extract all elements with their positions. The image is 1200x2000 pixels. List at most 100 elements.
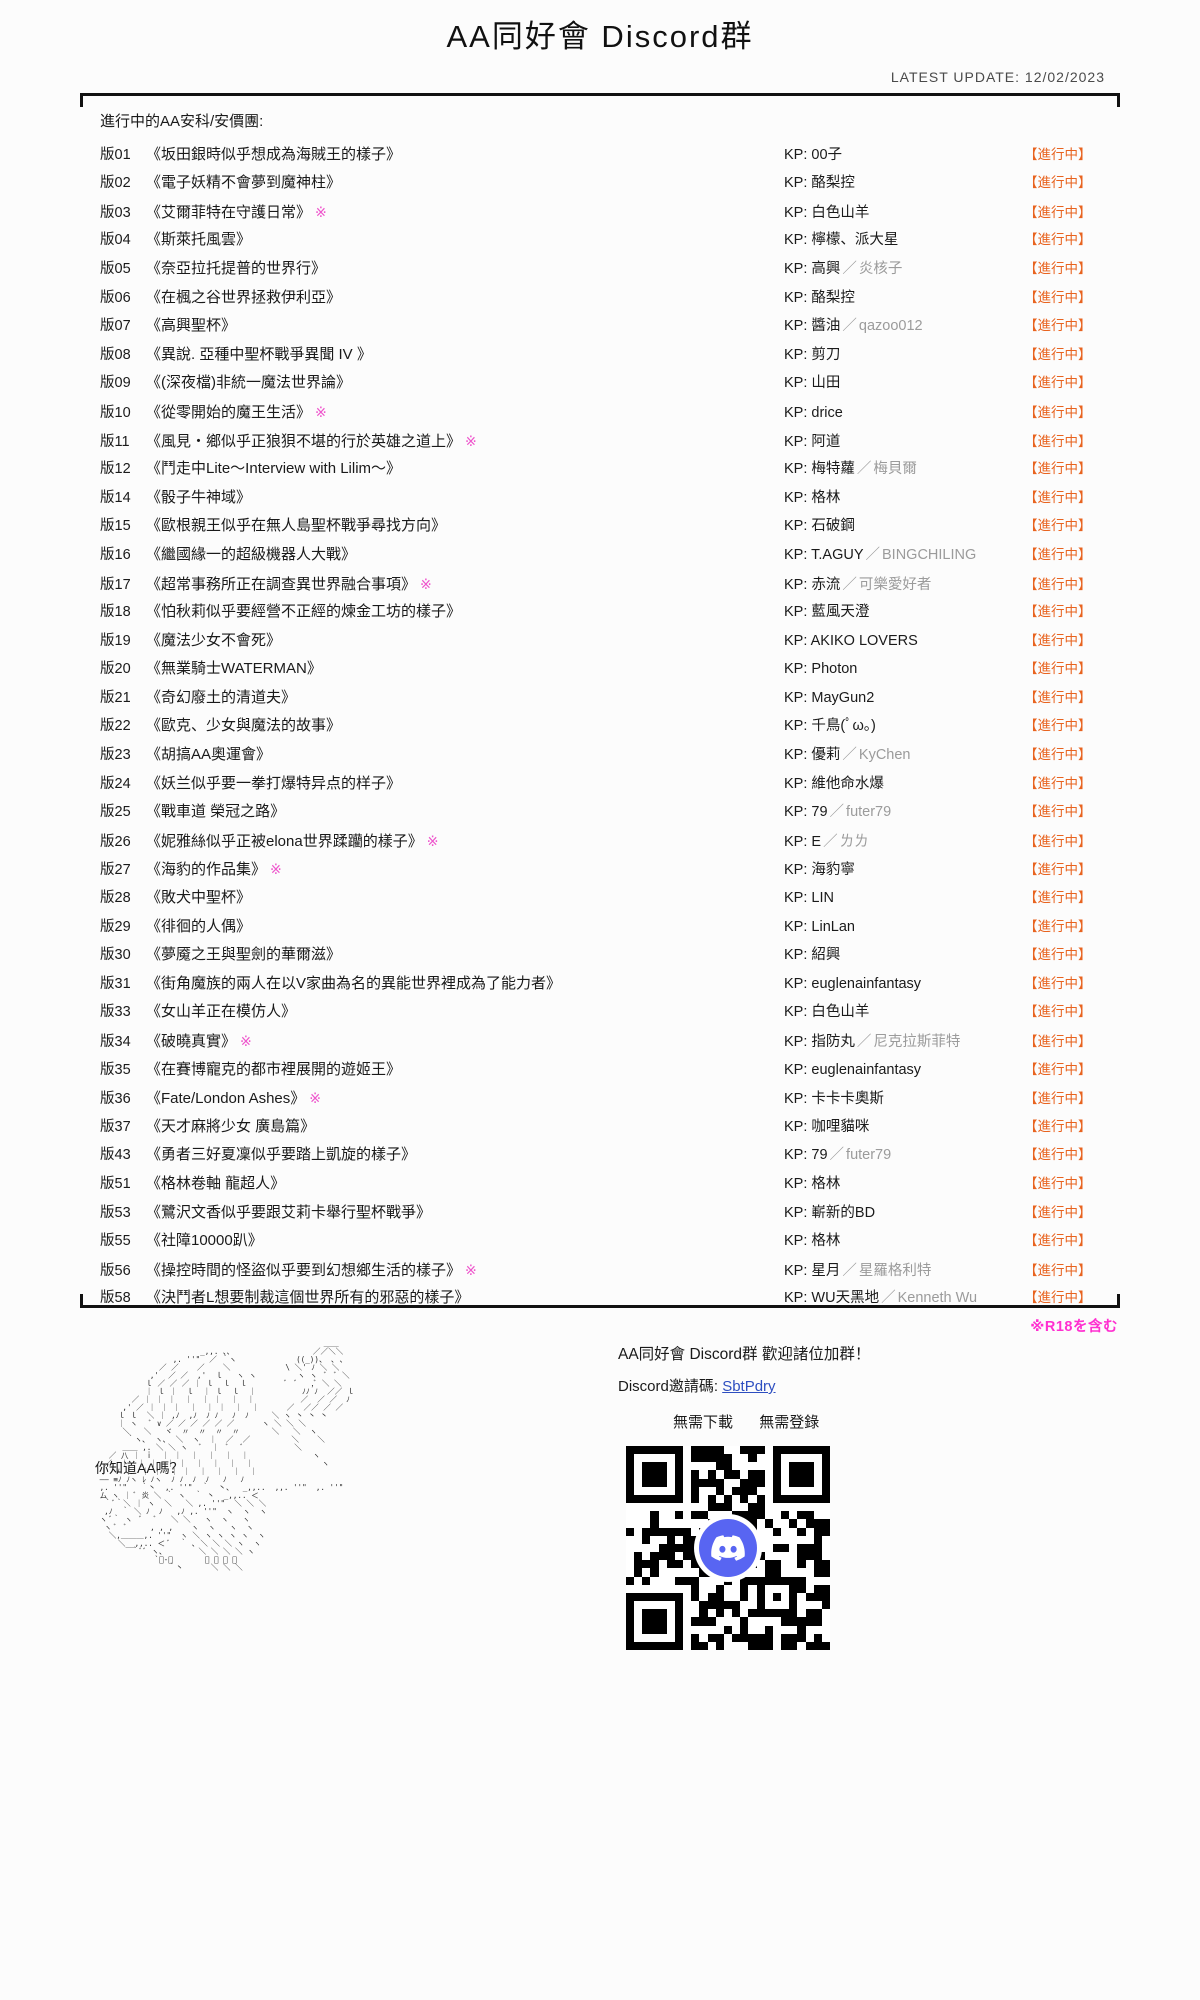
kp-label: KP: — [784, 433, 812, 450]
row-title-text: 《社障10000趴》 — [146, 1232, 263, 1250]
r18-mark-icon: ※ — [315, 403, 327, 420]
kp-name: 79 — [811, 1147, 828, 1164]
status-badge: 【進行中】 — [1024, 232, 1092, 248]
table-row: 版37 《天才麻將少女 廣島篇》 KP: 咖哩貓咪 【進行中】 — [80, 1113, 1120, 1142]
status-badge: 【進行中】 — [1024, 1290, 1092, 1306]
row-number: 版26 — [100, 833, 131, 850]
r18-mark-icon: ※ — [465, 1261, 477, 1278]
kp-name: 千鳥(ﾟω。) — [811, 718, 876, 735]
row-title: 《妖兰似乎要一拳打爆特异点的样子》 — [146, 770, 784, 799]
status-badge: 【進行中】 — [1024, 204, 1092, 220]
row-kp: KP: 白色山羊 — [784, 998, 1024, 1027]
kp-label: KP: — [784, 775, 812, 792]
row-title: 《徘徊的人偶》 — [146, 913, 784, 942]
status-badge: 【進行中】 — [1024, 146, 1092, 162]
kp-name: 格林 — [811, 489, 841, 506]
status-badge: 【進行中】 — [1024, 1034, 1092, 1049]
row-title: 《斯萊托風雲》 — [146, 226, 784, 255]
row-title-text: 《無業騎士WATERMAN》 — [146, 660, 322, 678]
discord-qr-code[interactable] — [626, 1446, 830, 1650]
row-kp: KP: 00子 — [784, 141, 1024, 170]
kp-label: KP: — [784, 1004, 812, 1021]
status-badge: 【進行中】 — [1024, 747, 1092, 763]
row-title-text: 《戰車道 榮冠之路》 — [146, 803, 286, 821]
row-title-text: 《超常事務所正在調查異世界融合事項》 — [146, 575, 417, 593]
row-title-text: 《街角魔族的兩人在以V家曲為名的異能世界裡成為了能力者》 — [146, 974, 562, 992]
row-title: 《夢魇之王與聖劍的華爾滋》 — [146, 941, 784, 970]
kp-label: KP: — [784, 661, 812, 678]
row-number: 版05 — [100, 260, 131, 277]
kp-name: 優莉 — [811, 747, 841, 764]
kp-label: KP: — [784, 747, 812, 764]
row-number: 版04 — [100, 232, 131, 249]
kp-label: KP: — [784, 175, 812, 192]
row-kp: KP: 星月／星羅格利特 — [784, 1257, 1024, 1286]
kp-label: KP: — [784, 862, 812, 879]
kp-label: KP: — [784, 975, 812, 992]
status-badge: 【進行中】 — [1024, 260, 1092, 276]
kp-name: 嶄新的BD — [811, 1204, 876, 1221]
row-number: 版10 — [100, 404, 131, 421]
qr-grid — [626, 1446, 830, 1650]
kp-name: 紹興 — [811, 947, 841, 964]
table-row: 版31 《街角魔族的兩人在以V家曲為名的異能世界裡成為了能力者》 KP: eugle… — [80, 970, 1120, 999]
row-kp: KP: MayGun2 — [784, 684, 1024, 713]
status-badge: 【進行中】 — [1024, 404, 1092, 420]
row-title: 《鬥走中Lite〜Interview with Lilim〜》 — [146, 455, 784, 484]
kp-name: 海豹寧 — [811, 862, 855, 879]
ascii-art: ＿＿ _,,. ､､ ／／＼＼ ,. ''" ／ ｀ヽ ((_))、 ､ 、 ／… — [99, 1339, 355, 1572]
kp-label: KP: — [784, 947, 812, 964]
row-title-text: 《女山羊正在模仿人》 — [146, 1003, 297, 1021]
row-number: 版18 — [100, 604, 131, 621]
kp-name: 阿道 — [811, 433, 841, 450]
status-badge: 【進行中】 — [1024, 1004, 1092, 1020]
row-kp: KP: Photon — [784, 655, 1024, 684]
frame-bracket-bottom — [80, 1294, 1120, 1308]
kp-label: KP: — [784, 375, 812, 392]
table-row: 版22 《歐克、少女與魔法的故事》 KP: 千鳥(ﾟω。) 【進行中】 — [80, 712, 1120, 741]
row-kp: KP: 指防丸／尼克拉斯菲特 — [784, 1028, 1024, 1057]
kp-label: KP: — [784, 918, 812, 935]
kp-name: MayGun2 — [811, 689, 875, 706]
row-number: 版08 — [100, 346, 131, 363]
invite-code-link[interactable]: SbtPdry — [722, 1378, 776, 1395]
kp-label: KP: — [784, 1147, 812, 1164]
row-title: 《海豹的作品集》 ※ — [146, 855, 784, 885]
table-row: 版07 《高興聖杯》 KP: 醬油／ qazoo012 【進行中】 — [80, 312, 1120, 341]
latest-update-text: LATEST UPDATE: 12/02/2023 — [890, 69, 1105, 86]
status-badge: 【進行中】 — [1024, 518, 1092, 534]
status-badge: 【進行中】 — [1024, 1147, 1092, 1163]
kp-separator: ／ — [842, 747, 857, 764]
row-title-text: 《鬥走中Lite〜Interview with Lilim〜》 — [146, 460, 402, 478]
row-title-text: 《海豹的作品集》 — [146, 861, 267, 879]
row-title: 《怕秋莉似乎要經營不正經的煉金工坊的樣子》 — [146, 598, 784, 627]
status-badge: 【進行中】 — [1024, 689, 1092, 705]
status-badge: 【進行中】 — [1024, 661, 1092, 677]
row-title-text: 《徘徊的人偶》 — [146, 917, 252, 935]
kp-label: KP: — [784, 1204, 812, 1221]
table-row: 版56 《操控時間的怪盜似乎要到幻想鄉生活的樣子》 ※ KP: 星月／星羅格利特 【進行… — [80, 1256, 1120, 1285]
status-badge: 【進行中】 — [1024, 718, 1092, 734]
aa-question-text: 你知道AA嗎？ — [95, 1460, 184, 1476]
row-number: 版07 — [100, 318, 131, 335]
row-kp: KP: LinLan — [784, 913, 1024, 942]
section-label: 進行中的AA安科/安價團: — [100, 113, 264, 130]
discord-logo-icon — [699, 1519, 757, 1577]
status-badge: 【進行中】 — [1024, 318, 1092, 334]
table-row: 版14 《骰子牛神域》 KP: 格林 【進行中】 — [80, 484, 1120, 513]
row-number: 版19 — [100, 632, 131, 649]
table-row: 版36 《Fate/London Ashes》 ※ KP: 卡卡卡奧斯 【進行中】 — [80, 1084, 1120, 1113]
kp-label: KP: — [784, 289, 812, 306]
row-title-text: 《敗犬中聖杯》 — [146, 889, 252, 907]
row-number: 版55 — [100, 1233, 131, 1250]
kp-label: KP: — [784, 1034, 812, 1050]
row-kp: KP: 優莉／ KyChen — [784, 741, 1024, 770]
kp-name: 格林 — [811, 1233, 841, 1250]
kp-label: KP: — [784, 232, 812, 249]
row-title: 《街角魔族的兩人在以V家曲為名的異能世界裡成為了能力者》 — [146, 970, 784, 999]
row-kp: KP: 阿道 — [784, 428, 1024, 457]
kp-name: WU天黑地 — [811, 1290, 880, 1307]
row-kp: KP: 高興／炎核子 — [784, 255, 1024, 284]
row-title-text: 《(深夜檔)非統一魔法世界論》 — [146, 374, 351, 392]
table-row: 版12 《鬥走中Lite〜Interview with Lilim〜》 KP: 梅特… — [80, 455, 1120, 484]
